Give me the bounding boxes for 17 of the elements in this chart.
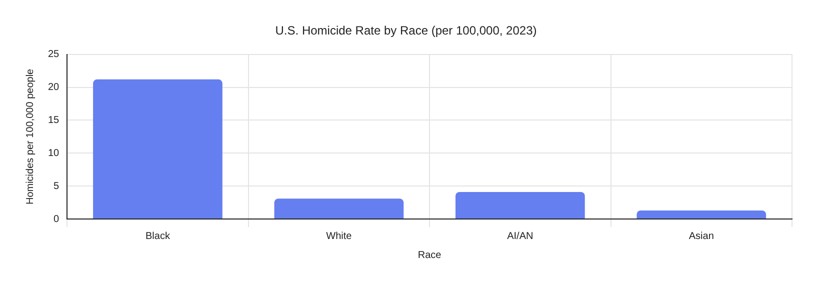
x-tick-label: Black xyxy=(146,230,171,242)
bar xyxy=(636,210,766,218)
y-tick-label: 25 xyxy=(48,49,60,60)
bar xyxy=(93,79,222,218)
y-tick-label: 15 xyxy=(48,114,60,126)
x-tick-label: White xyxy=(326,230,352,242)
x-axis-title: Race xyxy=(418,250,442,261)
x-tick-label: Asian xyxy=(688,230,714,242)
bar xyxy=(455,192,585,218)
y-tick-label: 5 xyxy=(54,180,60,192)
x-tick-label: AI/AN xyxy=(507,230,534,242)
y-tick-label: 20 xyxy=(48,82,60,94)
y-tick-label: 0 xyxy=(54,214,60,225)
y-axis-title: Homicides per 100,000 people xyxy=(24,68,36,205)
chart-title: U.S. Homicide Rate by Race (per 100,000, 2023) xyxy=(275,24,537,38)
bar xyxy=(274,198,404,218)
y-tick-label: 10 xyxy=(48,148,60,159)
